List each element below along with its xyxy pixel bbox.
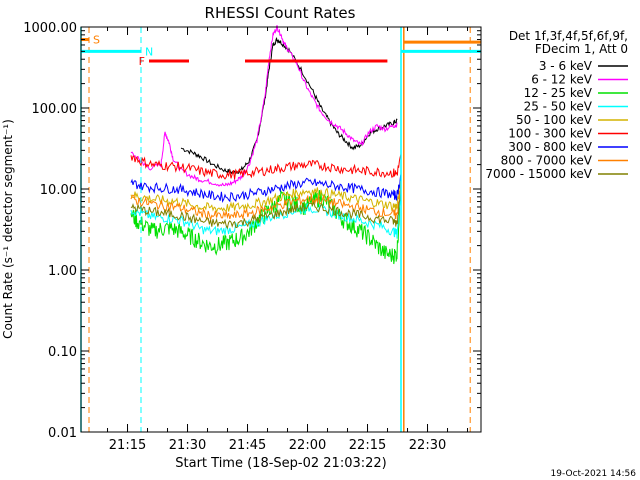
legend-header-line-2: FDecim 1, Att 0 (535, 42, 628, 56)
legend-label: 100 - 300 keV (508, 127, 592, 141)
series-line-1 (130, 25, 398, 187)
y-tick-label: 0.10 (48, 345, 77, 360)
series-line-6 (130, 174, 402, 204)
legend-label: 7000 - 15000 keV (485, 167, 592, 181)
plot-frame (80, 26, 482, 433)
legend-label: 300 - 800 keV (508, 140, 592, 154)
series-line-7 (130, 180, 402, 222)
series-line-5 (130, 153, 402, 180)
x-axis: 21:15 21:30 21:45 22:00 22:15 22:30 (107, 27, 469, 453)
x-tick-label: 22:15 (349, 438, 386, 453)
attenuator-label: S (93, 34, 100, 47)
footer-timestamp: 19-Oct-2021 14:56 (551, 469, 637, 479)
flare-label: F (139, 55, 145, 68)
x-axis-label: Start Time (18-Sep-02 21:03:22) (175, 456, 386, 471)
annotation-layer: S NF (80, 27, 481, 432)
legend: Det 1f,3f,4f,5f,6f,9f, FDecim 1, Att 0 3… (485, 29, 628, 181)
night-label: N (145, 45, 153, 58)
series-layer (130, 25, 402, 265)
y-tick-label: 10.00 (40, 183, 77, 198)
x-tick-label: 21:45 (229, 438, 266, 453)
legend-label: 50 - 100 keV (516, 113, 593, 127)
x-tick-label: 22:30 (409, 438, 446, 453)
y-tick-label: 100.00 (32, 102, 78, 117)
legend-label: 3 - 6 keV (539, 59, 593, 73)
series-line-4 (130, 176, 402, 214)
y-axis-label: Count Rate (s⁻¹ detector segment⁻¹) (1, 119, 15, 339)
plot-area: S NF (80, 25, 482, 433)
y-tick-label: 1000.00 (23, 21, 77, 36)
x-tick-label: 21:30 (169, 438, 206, 453)
x-tick-label: 22:00 (289, 438, 326, 453)
x-tick-label: 21:15 (109, 438, 146, 453)
legend-label: 12 - 25 keV (524, 86, 593, 100)
series-line-2 (130, 188, 402, 265)
legend-header-line-1: Det 1f,3f,4f,5f,6f,9f, (509, 29, 628, 43)
y-tick-label: 1.00 (48, 264, 77, 279)
legend-label: 25 - 50 keV (524, 100, 593, 114)
series-line-8 (130, 193, 402, 230)
y-axis: 0.01 0.10 1.00 10.00 100.00 1000.00 (23, 21, 481, 441)
chart-title: RHESSI Count Rates (205, 4, 356, 22)
series-line-0 (180, 37, 398, 175)
y-tick-label: 0.01 (48, 426, 77, 441)
legend-label: 800 - 7000 keV (501, 154, 593, 168)
legend-label: 6 - 12 keV (531, 73, 593, 87)
